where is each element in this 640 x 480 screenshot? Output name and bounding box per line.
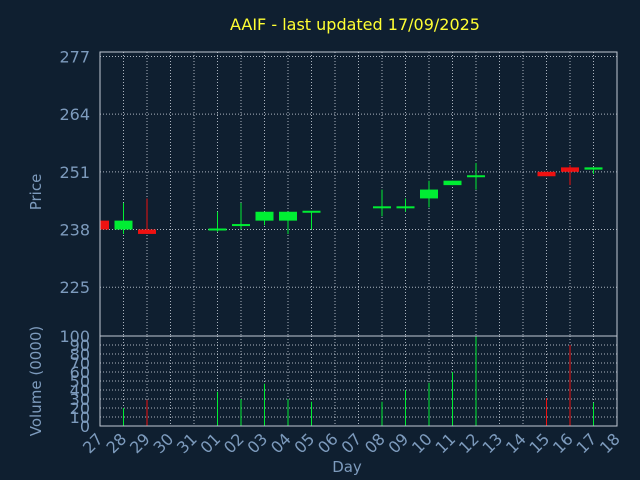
volume-tick-label: 100 [59,327,90,346]
candle-body [584,167,603,170]
volume-tick-label: 40 [70,381,90,400]
candle-body [138,229,156,234]
candle-body [537,171,556,177]
x-axis-label: Day [332,458,362,476]
candle-body [279,211,297,221]
x-tick-label: 18 [596,429,624,457]
price-tick-label: 225 [59,278,90,297]
candle-body [467,175,485,178]
candle-body [420,189,438,199]
volume-tick-label: 10 [70,408,90,427]
volume-frame [99,335,618,427]
price-panel: 225 238 251 264 277 [59,47,618,337]
price-tick-label: 251 [59,163,90,182]
volume-tick-label: 70 [70,354,90,373]
candle-body [373,206,391,209]
volume-tick-label: 80 [70,345,90,364]
volume-tick-label: 30 [70,390,90,409]
volume-tick-label: 0 [80,417,90,436]
price-tick-label: 264 [59,105,90,124]
candle-body [302,210,321,213]
candle-body [114,220,133,230]
price-tick-label: 277 [59,47,90,66]
candle-body [232,224,250,227]
price-tick-label: 238 [59,221,90,240]
candle-body [208,228,227,231]
candle-body [561,167,579,172]
volume-tick-label: 50 [70,372,90,391]
candle-body [100,220,109,230]
candle-body [255,211,274,221]
candle-body [443,180,462,186]
price-axis-label: Price [27,174,45,211]
volume-axis-label: Volume (0000) [27,326,45,436]
volume-tick-label: 20 [70,399,90,418]
volume-tick-label: 90 [70,336,90,355]
chart-title: AAIF - last updated 17/09/2025 [230,15,480,34]
candle-body [396,206,415,209]
volume-tick-label: 60 [70,363,90,382]
